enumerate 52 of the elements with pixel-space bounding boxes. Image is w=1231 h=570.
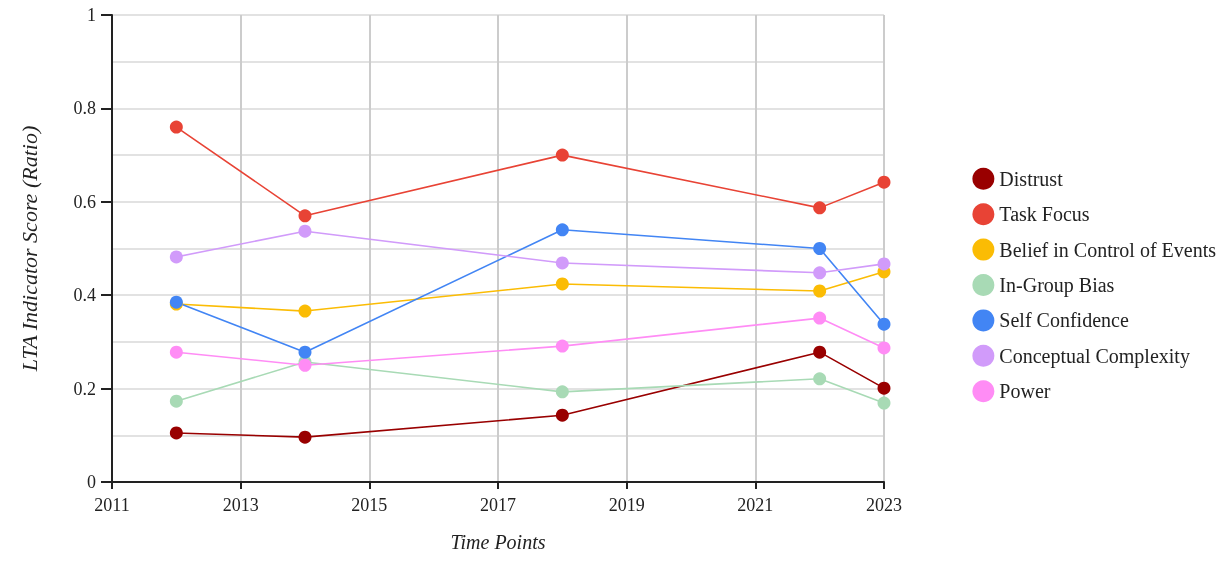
y-tick-label: 0.6 [73, 191, 96, 212]
point [555, 223, 569, 237]
x-tick-label: 2023 [866, 495, 902, 515]
point [555, 339, 569, 353]
point [877, 317, 891, 331]
point [877, 341, 891, 355]
x-tick-label: 2017 [480, 495, 516, 515]
legend-label: Self Confidence [999, 309, 1129, 332]
point [555, 385, 569, 399]
point [169, 394, 183, 408]
y-tick-label: 0.2 [73, 378, 96, 399]
point [169, 345, 183, 359]
x-tick-label: 2011 [94, 495, 130, 515]
point [877, 381, 891, 395]
y-tick-label: 1 [87, 5, 96, 25]
point [298, 430, 312, 444]
y-tick-label: 0.8 [73, 98, 96, 119]
legend-label: Task Focus [999, 203, 1090, 226]
point [298, 304, 312, 318]
legend-label: Belief in Control of Events [999, 238, 1217, 261]
point [813, 284, 827, 298]
point [169, 250, 183, 264]
point [813, 266, 827, 280]
point [877, 396, 891, 410]
point [555, 277, 569, 291]
point [555, 148, 569, 162]
point [298, 224, 312, 238]
legend-label: Power [999, 380, 1051, 403]
legend-label: Conceptual Complexity [999, 344, 1190, 368]
y-axis-title: LTA Indicator Score (Ratio) [16, 125, 42, 373]
point [813, 311, 827, 325]
point [555, 408, 569, 422]
point [169, 120, 183, 134]
y-tick-label: 0.4 [73, 285, 96, 306]
point [813, 201, 827, 215]
point [877, 257, 891, 271]
point [813, 345, 827, 359]
x-axis-title: Time Points [450, 531, 546, 553]
point [877, 175, 891, 189]
point [298, 209, 312, 223]
point [555, 256, 569, 270]
legend-label: Distrust [999, 167, 1064, 190]
x-tick-label: 2013 [222, 495, 259, 515]
x-tick-label: 2021 [737, 495, 774, 515]
point [813, 242, 827, 255]
x-tick-label: 2015 [351, 495, 388, 515]
legend-label: In-Group Bias [999, 274, 1115, 297]
point [813, 372, 827, 386]
x-tick-label: 2019 [608, 495, 645, 515]
point [298, 345, 312, 359]
point [169, 426, 183, 440]
y-tick-label: 0 [87, 472, 96, 492]
